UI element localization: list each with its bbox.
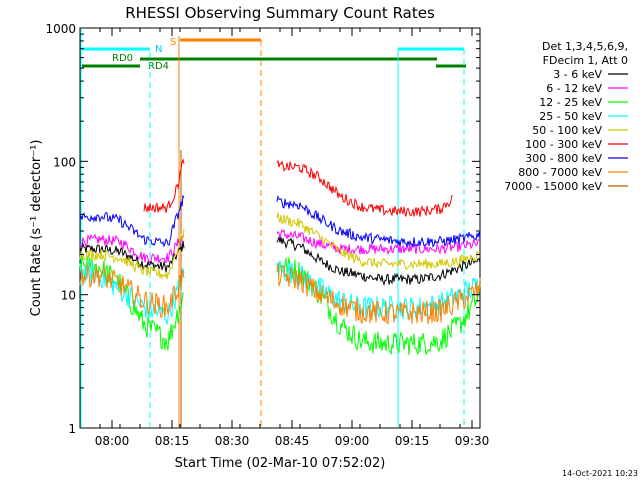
legend-label: 300 - 800 keV: [525, 152, 602, 165]
legend-label: 800 - 7000 keV: [518, 166, 602, 179]
y-axis-label: Count Rate (s⁻¹ detector⁻¹): [29, 140, 44, 317]
x-tick-label: 09:15: [395, 434, 430, 448]
y-tick-label: 100: [53, 155, 76, 169]
timestamp: 14-Oct-2021 10:23: [562, 469, 638, 478]
series-line-6: [79, 194, 481, 248]
chart-title: RHESSI Observing Summary Count Rates: [125, 4, 435, 22]
event-markers: [80, 29, 465, 427]
series-line-5: [143, 158, 453, 217]
legend-header: FDecim 1, Att 0: [543, 54, 628, 67]
data-series: [79, 158, 481, 357]
legend-label: 50 - 100 keV: [532, 124, 602, 137]
legend: Det 1,3,4,5,6,9,FDecim 1, Att 03 - 6 keV…: [504, 40, 628, 193]
series-line-1: [79, 228, 481, 264]
legend-label: 100 - 300 keV: [525, 138, 602, 151]
status-bars: S N RD0 RD4: [81, 37, 466, 72]
legend-label: 7000 - 15000 keV: [504, 180, 602, 193]
x-tick-label: 08:15: [155, 434, 190, 448]
annotation-n: N: [155, 44, 162, 55]
x-tick-label: 08:45: [275, 434, 310, 448]
series-line-7: [79, 263, 481, 325]
legend-label: 6 - 12 keV: [546, 82, 602, 95]
x-axis: 08:00 08:15 08:30 08:45 09:00 09:15 09:30: [79, 28, 490, 448]
annotation-rd0: RD0: [112, 53, 133, 64]
x-tick-label: 08:30: [215, 434, 250, 448]
x-tick-label: 09:30: [455, 434, 490, 448]
annotation-s: S: [170, 37, 176, 48]
legend-label: 12 - 25 keV: [539, 96, 602, 109]
series-line-4: [79, 212, 481, 280]
plot-frame: [79, 27, 481, 429]
x-tick-label: 08:00: [95, 434, 130, 448]
series-line-0: [79, 236, 481, 287]
y-tick-label: 1: [68, 422, 76, 436]
legend-label: 3 - 6 keV: [553, 68, 602, 81]
x-tick-label: 09:00: [335, 434, 370, 448]
legend-label: 25 - 50 keV: [539, 110, 602, 123]
x-axis-label: Start Time (02-Mar-10 07:52:02): [175, 456, 386, 471]
legend-header: Det 1,3,4,5,6,9,: [542, 40, 628, 53]
y-tick-label: 1000: [45, 22, 76, 36]
y-axis: 1 10 100 1000: [45, 22, 480, 436]
annotation-rd4: RD4: [148, 61, 169, 72]
y-tick-label: 10: [61, 289, 76, 303]
